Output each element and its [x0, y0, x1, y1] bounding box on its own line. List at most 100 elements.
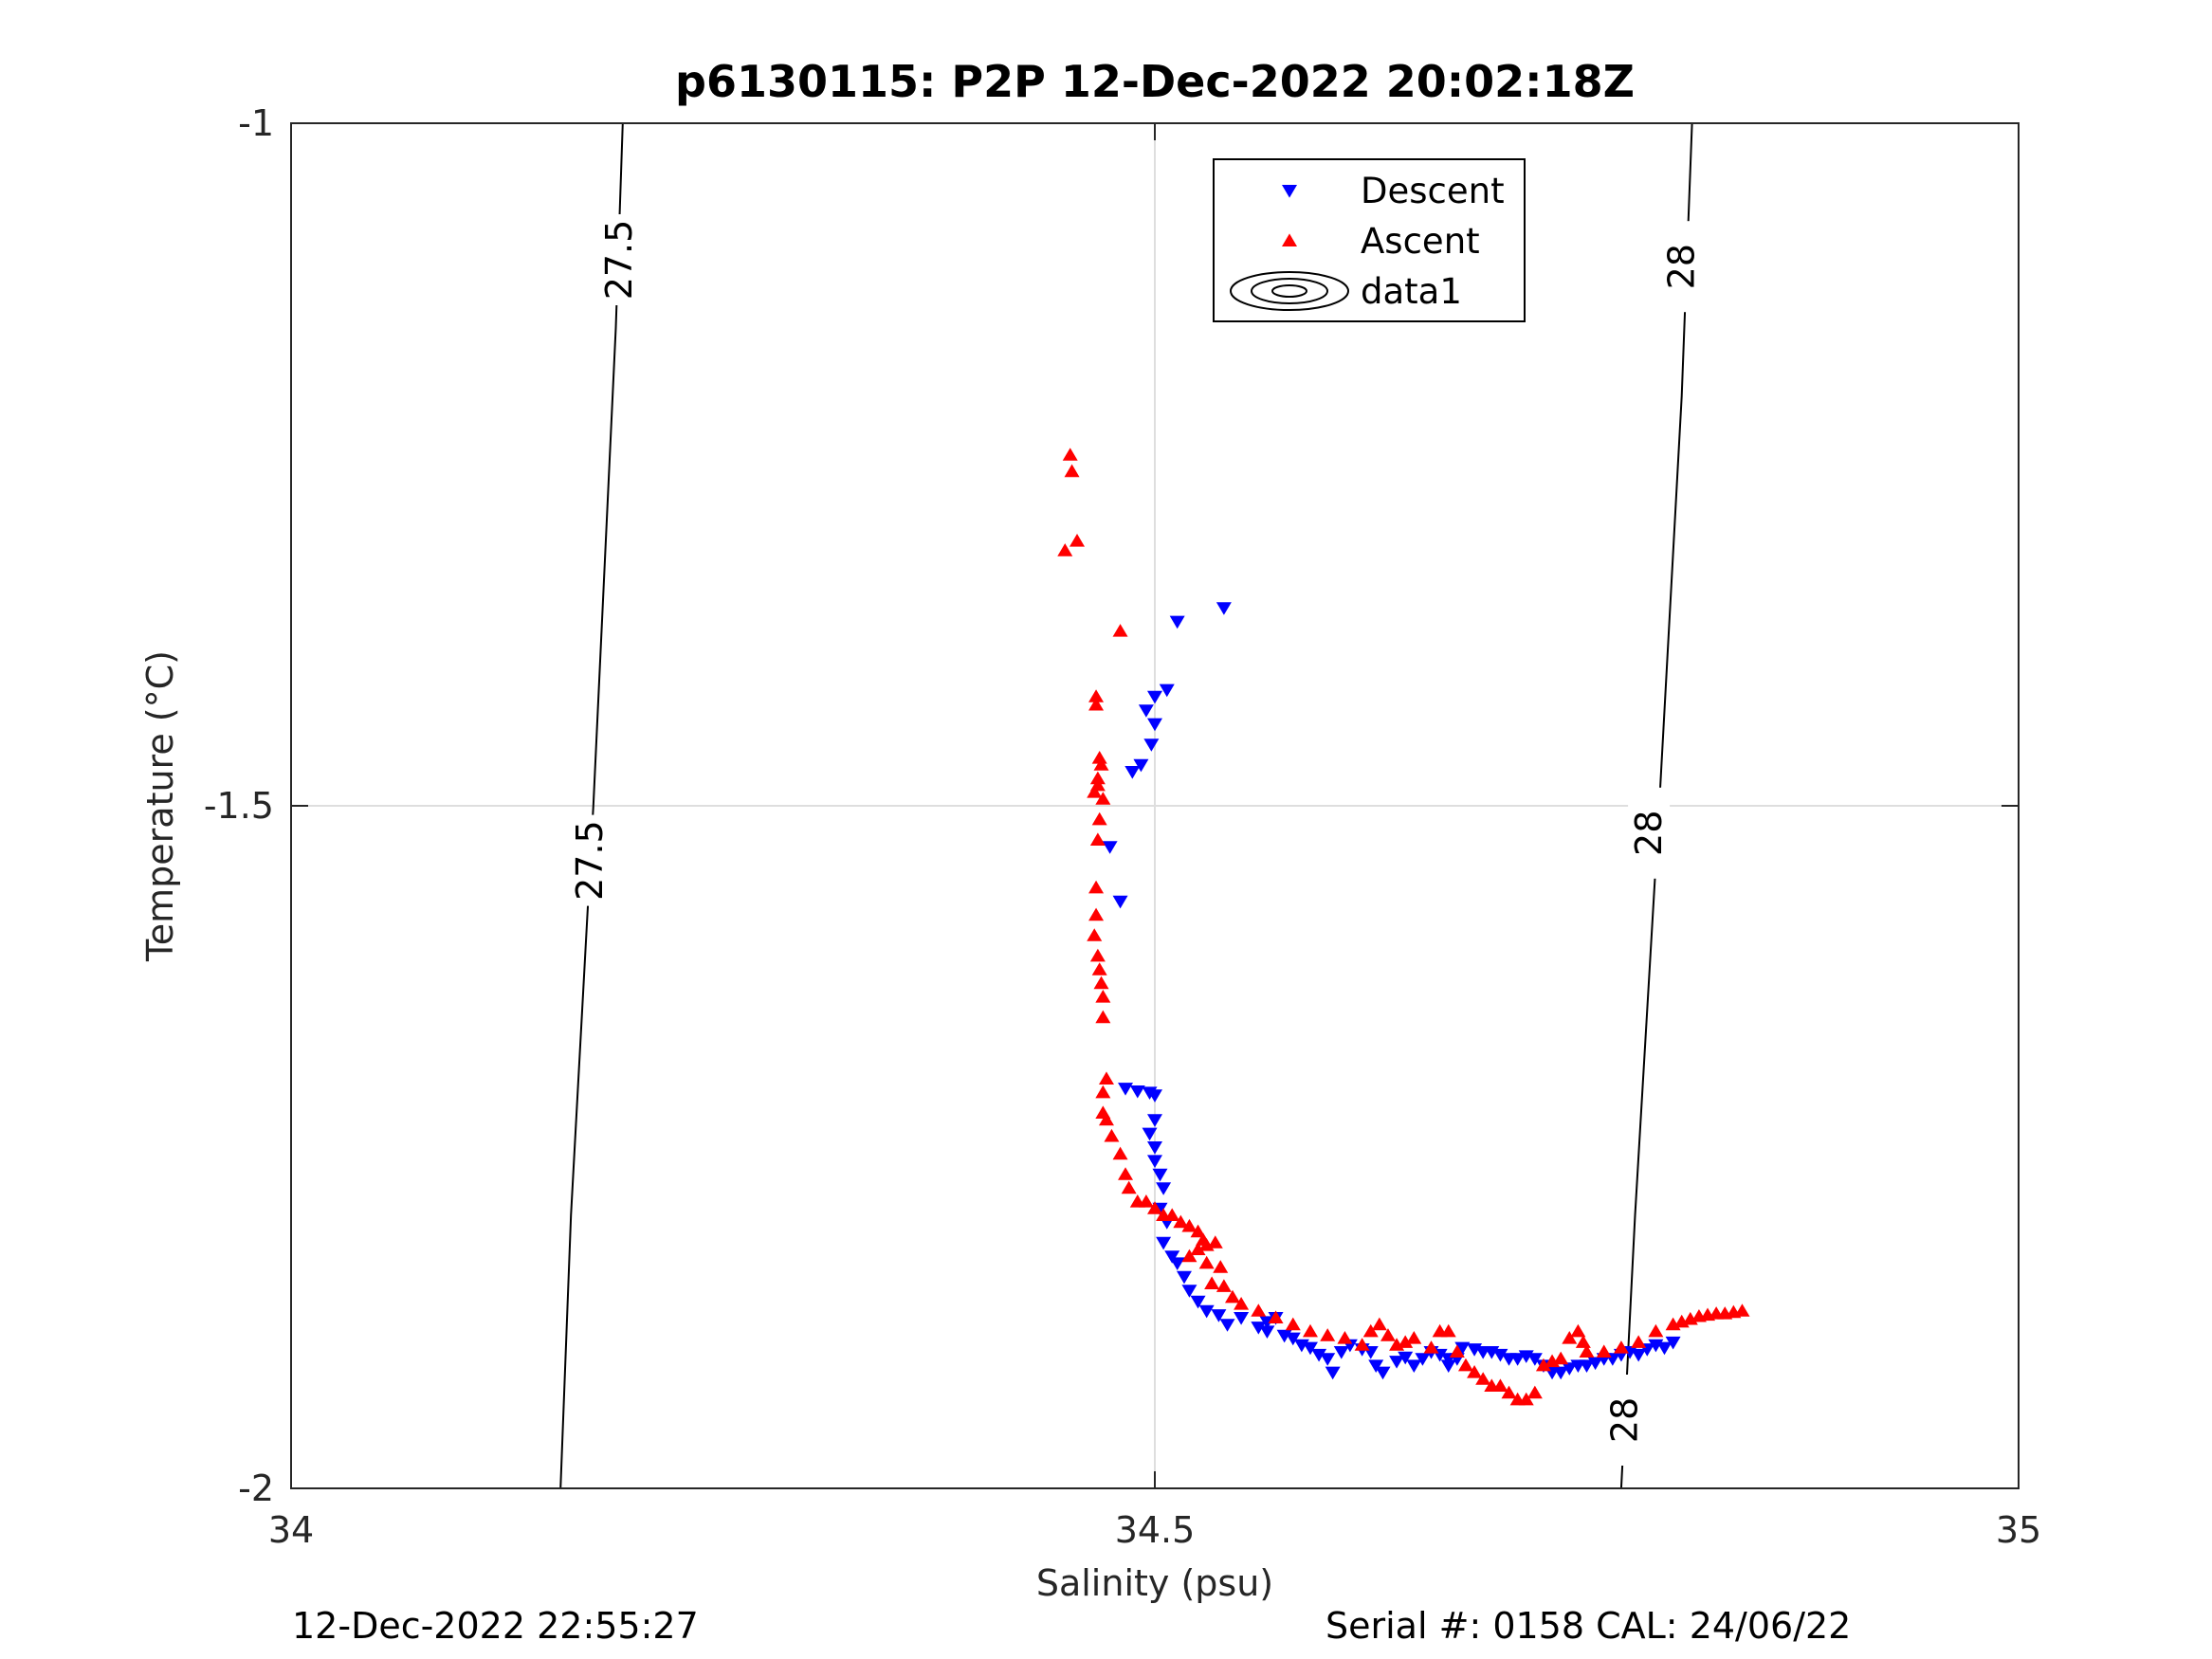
ascent-point [1423, 1340, 1439, 1354]
ascent-point [1268, 1310, 1284, 1323]
ascent-point [1190, 1224, 1206, 1238]
descent-point [1375, 1366, 1391, 1380]
ascent-point [1535, 1358, 1551, 1372]
legend-ascent-icon [1282, 233, 1297, 246]
ascent-point [1285, 1317, 1301, 1331]
ascent-point [1095, 792, 1111, 805]
ascent-point [1091, 751, 1107, 764]
contour-label-bg [1603, 1375, 1646, 1466]
descent-point [1320, 1353, 1336, 1366]
ascent-point [1457, 1358, 1473, 1372]
y-tick-label: -2 [238, 1468, 274, 1509]
ascent-point [1121, 1180, 1137, 1194]
ascent-point [1112, 1146, 1128, 1160]
ascent-point [1648, 1323, 1664, 1338]
ascent-point [1093, 757, 1109, 771]
descent-point [1454, 1341, 1471, 1356]
descent-point [1579, 1359, 1595, 1373]
footer-serial-calibration: Serial #: 0158 CAL: 24/06/22 [1325, 1605, 1851, 1647]
contour-label: 27.5 [569, 820, 611, 901]
descent-point [1147, 1114, 1162, 1127]
contour-label-bg [1660, 221, 1703, 313]
ascent-point [1302, 1323, 1318, 1338]
descent-point [1164, 1250, 1180, 1264]
ascent-point [1095, 990, 1111, 1003]
ascent-point [1579, 1344, 1595, 1358]
descent-point [1118, 1083, 1134, 1096]
descent-point [1138, 704, 1154, 718]
descent-point [1156, 1182, 1172, 1195]
ascent-point [1467, 1365, 1483, 1378]
ascent-point [1095, 1085, 1111, 1099]
descent-point [1368, 1359, 1384, 1373]
ascent-point [1098, 1112, 1114, 1126]
descent-point [1198, 1304, 1215, 1319]
contour-label: 28 [1628, 811, 1670, 856]
descent-point [1415, 1353, 1431, 1366]
ascent-point [1380, 1328, 1396, 1341]
descent-point [1133, 758, 1149, 773]
ascent-point [1354, 1338, 1370, 1351]
descent-point [1129, 1085, 1145, 1099]
descent-point [1665, 1336, 1681, 1350]
ascent-point [1088, 697, 1105, 711]
chart-title: p6130115: P2P 12-Dec-2022 20:02:18Z [675, 56, 1635, 107]
descent-point [1509, 1353, 1526, 1366]
ascent-point [1631, 1335, 1647, 1348]
descent-point [1211, 1309, 1227, 1322]
descent-point [1562, 1362, 1578, 1376]
legend-contour-icon [1251, 278, 1328, 304]
ascent-point [1526, 1385, 1543, 1399]
ascent-point [1138, 1194, 1154, 1208]
ascent-point [1069, 534, 1086, 547]
ascent-point [1181, 1218, 1197, 1232]
ascent-point [1087, 928, 1103, 941]
descent-point [1176, 1270, 1192, 1285]
descent-point [1190, 1295, 1206, 1309]
descent-point [1112, 895, 1128, 909]
ascent-point [1057, 543, 1073, 556]
descent-point [1302, 1341, 1318, 1356]
ascent-point [1475, 1372, 1491, 1385]
descent-point [1169, 1257, 1185, 1270]
descent-point [1492, 1348, 1508, 1362]
contour-label: 28 [1604, 1397, 1646, 1443]
ascent-point [1098, 1071, 1114, 1085]
ascent-point [1492, 1378, 1508, 1392]
ascent-point [1104, 1128, 1120, 1142]
ascent-point [1181, 1249, 1197, 1263]
ascent-point [1190, 1242, 1206, 1255]
ascent-point [1501, 1385, 1517, 1399]
ascent-point [1091, 962, 1107, 975]
ascent-point [1337, 1331, 1353, 1344]
contour-label: 27.5 [598, 220, 640, 301]
descent-point [1234, 1312, 1250, 1325]
descent-point [1440, 1359, 1456, 1373]
ascent-point [1440, 1323, 1456, 1338]
ascent-point [1406, 1331, 1422, 1344]
axes-frame [290, 122, 2020, 1489]
descent-point [1142, 1127, 1158, 1141]
ascent-point [1118, 1167, 1134, 1180]
descent-point [1169, 615, 1185, 629]
ascent-point [1088, 880, 1105, 894]
ascent-point [1213, 1260, 1229, 1273]
ascent-point [1173, 1214, 1189, 1229]
ascent-point [1553, 1351, 1569, 1365]
axes [290, 122, 2020, 1489]
ascent-point [1398, 1335, 1414, 1348]
ascent-point [1147, 1201, 1162, 1214]
descent-point [1147, 1155, 1162, 1168]
x-axis-label: Salinity (psu) [1036, 1562, 1273, 1604]
ascent-point [1198, 1255, 1215, 1269]
ascent-point [1216, 1279, 1232, 1292]
legend-contour-icon [1230, 271, 1349, 311]
ascent-point [1088, 907, 1105, 921]
y-tick-label: -1.5 [204, 785, 274, 827]
ascent-point [1518, 1392, 1534, 1406]
descent-point [1181, 1285, 1197, 1298]
descent-point [1147, 1089, 1162, 1103]
descent-point [1124, 766, 1141, 779]
descent-point [1587, 1357, 1603, 1371]
